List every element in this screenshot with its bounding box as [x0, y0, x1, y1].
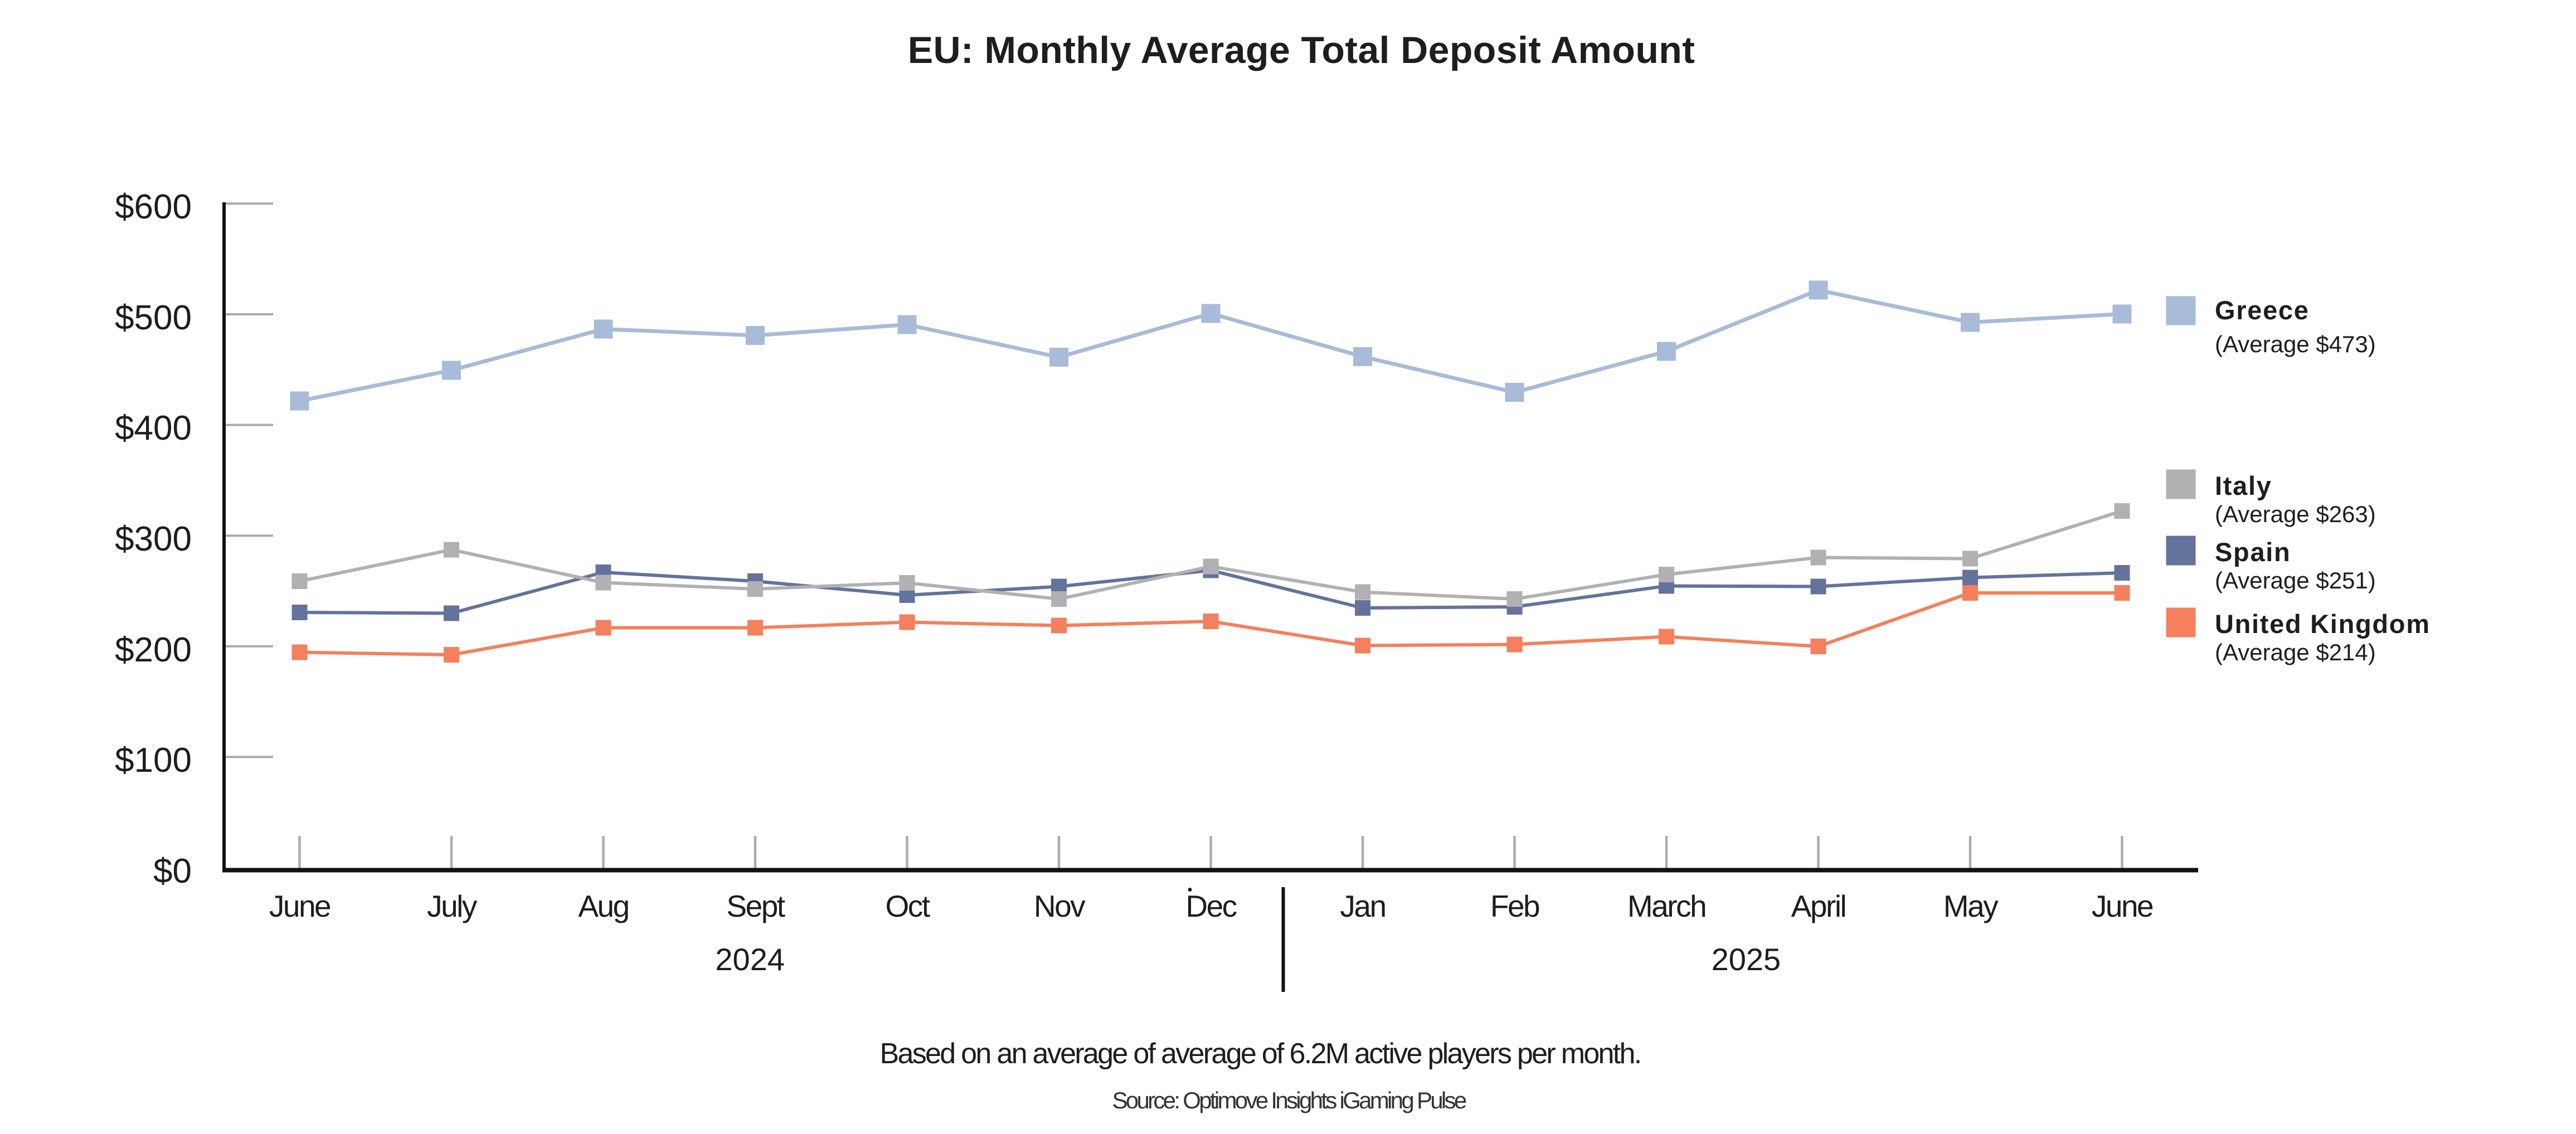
svg-text:Nov: Nov — [1034, 889, 1086, 923]
svg-text:(Average $214): (Average $214) — [2215, 639, 2376, 665]
svg-text:Aug: Aug — [578, 889, 628, 923]
svg-text:June: June — [2092, 889, 2153, 923]
svg-text:$300: $300 — [115, 520, 192, 558]
svg-text:$500: $500 — [115, 299, 192, 337]
svg-text:Sept: Sept — [726, 889, 785, 923]
svg-text:Oct: Oct — [885, 889, 930, 923]
svg-text:May: May — [1943, 889, 1999, 923]
svg-text:(Average $263): (Average $263) — [2215, 501, 2376, 527]
svg-text:Italy: Italy — [2215, 471, 2272, 500]
svg-text:(Average $473): (Average $473) — [2215, 331, 2376, 357]
svg-text:Based on an average of average: Based on an average of average of 6.2M a… — [879, 1038, 1640, 1070]
svg-text:July: July — [427, 889, 478, 923]
svg-text:2025: 2025 — [1712, 942, 1781, 977]
svg-text:$200: $200 — [115, 631, 192, 669]
svg-text:$0: $0 — [153, 852, 192, 890]
svg-text:Source: Optimove Insights iGam: Source: Optimove Insights iGaming Pulse — [1112, 1087, 1466, 1113]
svg-text:$400: $400 — [115, 409, 192, 447]
svg-text:United Kingdom: United Kingdom — [2215, 609, 2431, 639]
svg-text:Greece: Greece — [2215, 295, 2310, 325]
svg-text:April: April — [1791, 889, 1846, 923]
svg-text:(Average $251): (Average $251) — [2215, 567, 2376, 593]
svg-text:$600: $600 — [115, 188, 192, 226]
svg-text:June: June — [269, 889, 330, 923]
svg-text:March: March — [1627, 889, 1705, 923]
svg-text:2024: 2024 — [715, 942, 785, 977]
svg-text:Feb: Feb — [1490, 889, 1539, 923]
svg-text:Spain: Spain — [2215, 537, 2291, 567]
svg-text:$100: $100 — [115, 741, 192, 780]
svg-text:Dec: Dec — [1185, 889, 1237, 923]
svg-text:EU: Monthly Average Total Depo: EU: Monthly Average Total Deposit Amount — [908, 29, 1695, 71]
svg-text:Jan: Jan — [1340, 889, 1385, 923]
